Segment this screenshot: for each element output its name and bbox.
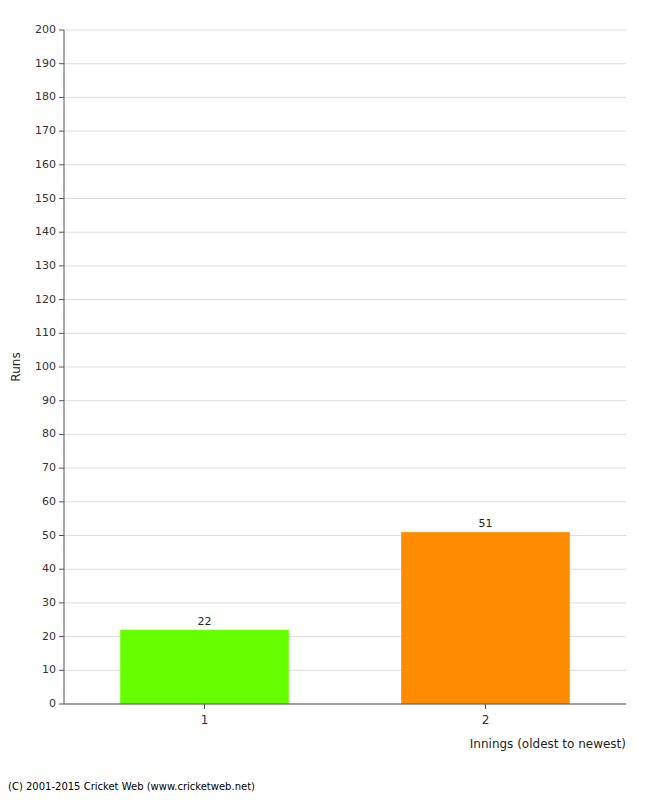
bar — [120, 630, 289, 704]
y-tick — [59, 232, 64, 233]
y-tick-label: 70 — [42, 461, 56, 474]
y-tick — [59, 535, 64, 536]
y-tick-label: 130 — [35, 259, 56, 272]
y-tick-label: 80 — [42, 427, 56, 440]
y-tick — [59, 63, 64, 64]
y-tick — [59, 164, 64, 165]
grid-line — [64, 63, 626, 64]
bars — [120, 532, 570, 704]
y-tick-label: 30 — [42, 596, 56, 609]
data-label: 22 — [198, 615, 212, 628]
y-tick — [59, 198, 64, 199]
y-tick-label: 60 — [42, 495, 56, 508]
x-tick — [204, 704, 205, 709]
grid-line — [64, 265, 626, 266]
grid-line — [64, 367, 626, 368]
y-tick — [59, 636, 64, 637]
y-tick — [59, 670, 64, 671]
y-tick-label: 180 — [35, 90, 56, 103]
grid-line — [64, 30, 626, 31]
y-tick — [59, 265, 64, 266]
x-tick — [485, 704, 486, 709]
y-axis: 0 10 20 30 40 50 60 70 80 90 100 110 120 130 140 150 160… — [35, 23, 64, 710]
grid-line — [64, 501, 626, 502]
grid-line — [64, 434, 626, 435]
y-tick-label: 20 — [42, 630, 56, 643]
x-tick-label: 2 — [482, 713, 490, 727]
grid-line — [64, 299, 626, 300]
y-tick-label: 140 — [35, 225, 56, 238]
grid-line — [64, 198, 626, 199]
grid-line — [64, 131, 626, 132]
data-label: 51 — [479, 517, 493, 530]
y-tick-label: 90 — [42, 394, 56, 407]
bar — [401, 532, 570, 704]
y-tick-label: 150 — [35, 192, 56, 205]
y-tick — [59, 299, 64, 300]
y-tick — [59, 30, 64, 31]
grid-line — [64, 400, 626, 401]
grid-line — [64, 97, 626, 98]
y-tick — [59, 97, 64, 98]
x-tick-label: 1 — [201, 713, 209, 727]
y-tick — [59, 131, 64, 132]
y-tick — [59, 468, 64, 469]
y-axis-label: Runs — [9, 352, 23, 381]
y-tick-label: 120 — [35, 293, 56, 306]
x-axis-label: Innings (oldest to newest) — [470, 737, 626, 751]
grid-line — [64, 164, 626, 165]
y-tick — [59, 602, 64, 603]
y-tick — [59, 501, 64, 502]
y-tick-label: 10 — [42, 663, 56, 676]
y-tick-label: 100 — [35, 360, 56, 373]
y-tick-label: 40 — [42, 562, 56, 575]
footer: (C) 2001-2015 Cricket Web (www.cricketwe… — [8, 781, 255, 792]
y-tick — [59, 704, 64, 705]
grid-line — [64, 232, 626, 233]
grid-line — [64, 468, 626, 469]
y-axis-line — [64, 30, 65, 704]
page: {"chart_data": {"type": "bar", "categori… — [0, 0, 650, 800]
grid-line — [64, 333, 626, 334]
y-tick — [59, 400, 64, 401]
y-tick — [59, 569, 64, 570]
y-tick-label: 170 — [35, 124, 56, 137]
y-tick-label: 110 — [35, 326, 56, 339]
y-tick-label: 200 — [35, 23, 56, 36]
y-tick-label: 160 — [35, 158, 56, 171]
grid — [64, 30, 626, 704]
y-tick-label: 190 — [35, 57, 56, 70]
x-axis-line — [64, 704, 626, 705]
y-tick-label: 50 — [42, 529, 56, 542]
x-axis: 12 — [201, 704, 490, 727]
data-labels: 22 51 — [198, 517, 493, 628]
y-tick — [59, 434, 64, 435]
chart: 0 10 20 30 40 50 60 70 80 90 100 110 120 130 140 150 160… — [0, 0, 650, 800]
y-tick — [59, 367, 64, 368]
y-tick-label: 0 — [49, 697, 56, 710]
y-tick — [59, 333, 64, 334]
grid-line — [64, 704, 626, 705]
